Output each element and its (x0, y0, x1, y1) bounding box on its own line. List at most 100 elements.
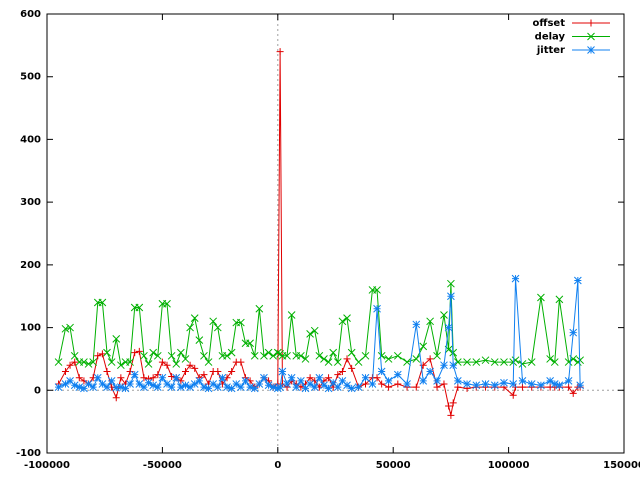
legend-label: jitter (536, 45, 565, 56)
point (191, 364, 199, 372)
point (181, 367, 189, 375)
y-tick-label: 600 (20, 9, 41, 20)
point (237, 358, 245, 366)
point (419, 377, 428, 385)
point (347, 384, 356, 393)
y-tick-label: -100 (16, 448, 41, 459)
point (61, 324, 70, 333)
point (186, 383, 194, 392)
point (338, 377, 347, 385)
point (385, 383, 393, 391)
point (241, 377, 250, 385)
point (112, 383, 121, 392)
x-tick-label: 150000 (603, 460, 640, 471)
point (463, 380, 471, 388)
point (80, 377, 88, 385)
point (333, 383, 342, 392)
point (576, 381, 585, 390)
point (84, 360, 93, 368)
point (264, 381, 273, 390)
point (472, 381, 481, 390)
point (250, 351, 259, 360)
point (144, 360, 153, 368)
point (103, 367, 111, 375)
point (181, 355, 190, 363)
point (237, 383, 245, 392)
point (276, 383, 284, 392)
point (306, 374, 314, 382)
point (433, 383, 441, 391)
point (80, 358, 88, 366)
point (168, 372, 176, 380)
point (569, 328, 578, 337)
point (264, 348, 273, 357)
point (153, 351, 162, 360)
point (311, 377, 319, 385)
point (181, 381, 190, 390)
point (177, 348, 185, 357)
point (153, 383, 162, 392)
point (310, 383, 319, 392)
point (260, 373, 268, 382)
point (329, 348, 338, 357)
point (433, 377, 441, 385)
point (186, 361, 194, 369)
point (269, 351, 278, 360)
legend-label: delay (535, 32, 566, 43)
point (126, 367, 134, 375)
point (71, 358, 79, 366)
point (453, 358, 462, 366)
point (490, 358, 499, 366)
point (246, 339, 254, 348)
point (273, 348, 282, 357)
point (426, 317, 434, 326)
point (287, 311, 296, 319)
point (227, 384, 236, 393)
point (373, 286, 381, 294)
point (61, 380, 70, 388)
point (218, 373, 227, 382)
point (112, 335, 121, 343)
legend-marker (587, 32, 595, 41)
point (70, 381, 79, 390)
point (204, 384, 213, 393)
x-tick-label: 50000 (376, 460, 411, 471)
point (283, 351, 291, 360)
point (250, 384, 259, 393)
point (320, 381, 328, 390)
point (75, 383, 84, 392)
point (490, 381, 499, 390)
point (325, 374, 333, 382)
point (200, 351, 208, 360)
point (509, 391, 517, 399)
x-tick-label: -50000 (143, 460, 182, 471)
point (447, 411, 455, 419)
point (213, 383, 222, 392)
legend-marker (587, 46, 595, 54)
point (149, 348, 158, 357)
point (481, 356, 490, 365)
point (338, 317, 347, 326)
point (135, 347, 143, 355)
point (301, 384, 310, 393)
point (333, 358, 342, 366)
point (186, 323, 194, 332)
point (338, 367, 346, 375)
point (444, 323, 453, 332)
point (306, 380, 314, 388)
point (564, 377, 573, 385)
point (343, 355, 351, 363)
plot-border (46, 13, 625, 454)
point (440, 380, 448, 388)
legend-marker (587, 19, 595, 27)
point (412, 355, 421, 363)
point (214, 367, 222, 375)
point (500, 378, 508, 387)
point (447, 292, 455, 301)
point (195, 377, 204, 385)
point (315, 373, 324, 382)
point (200, 383, 208, 392)
point (511, 274, 520, 283)
point (527, 380, 536, 388)
